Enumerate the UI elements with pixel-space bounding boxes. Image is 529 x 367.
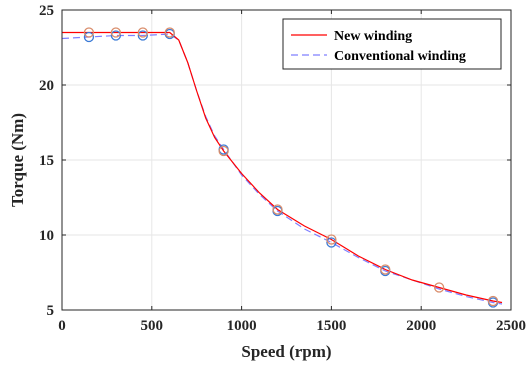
y-tick-label: 15 [39, 153, 54, 169]
ticks: 0 500 1000 1500 2000 2500 5 10 15 20 25 [39, 3, 526, 334]
marker-new-winding [110, 27, 122, 38]
legend-box [282, 18, 502, 70]
marker-new-winding [380, 264, 391, 275]
marker-new-winding [218, 145, 229, 157]
x-tick-label: 2500 [496, 318, 526, 334]
y-tick-label: 5 [47, 303, 55, 319]
marker-new-winding [137, 27, 148, 38]
marker-conventional-winding [326, 237, 337, 248]
legend: New winding Conventional winding [282, 18, 502, 70]
x-tick-label: 1500 [316, 318, 346, 334]
legend-label-conventional-winding: Conventional winding [334, 49, 466, 64]
series-layer [61, 27, 503, 308]
x-tick-label: 0 [58, 318, 66, 334]
series-line-conventional-winding [61, 33, 503, 305]
marker-conventional-winding [83, 31, 95, 43]
x-tick-label: 2000 [406, 318, 436, 334]
x-tick-label: 500 [141, 318, 164, 334]
y-tick-label: 10 [39, 228, 54, 244]
y-axis-title: Torque (Nm) [8, 113, 27, 207]
marker-new-winding [164, 27, 175, 38]
marker-new-winding [83, 27, 95, 38]
series-line-new-winding [62, 31, 503, 304]
x-axis-title: Speed (rpm) [241, 342, 331, 361]
marker-conventional-winding [137, 30, 148, 41]
y-tick-label: 25 [39, 3, 54, 19]
marker-new-winding [326, 234, 337, 245]
legend-label-new-winding: New winding [334, 29, 412, 44]
y-tick-label: 20 [39, 78, 54, 94]
x-tick-label: 1000 [227, 318, 257, 334]
marker-conventional-winding [110, 30, 122, 41]
marker-new-winding [487, 295, 499, 307]
marker-new-winding [434, 282, 445, 293]
marker-new-winding [272, 204, 283, 215]
